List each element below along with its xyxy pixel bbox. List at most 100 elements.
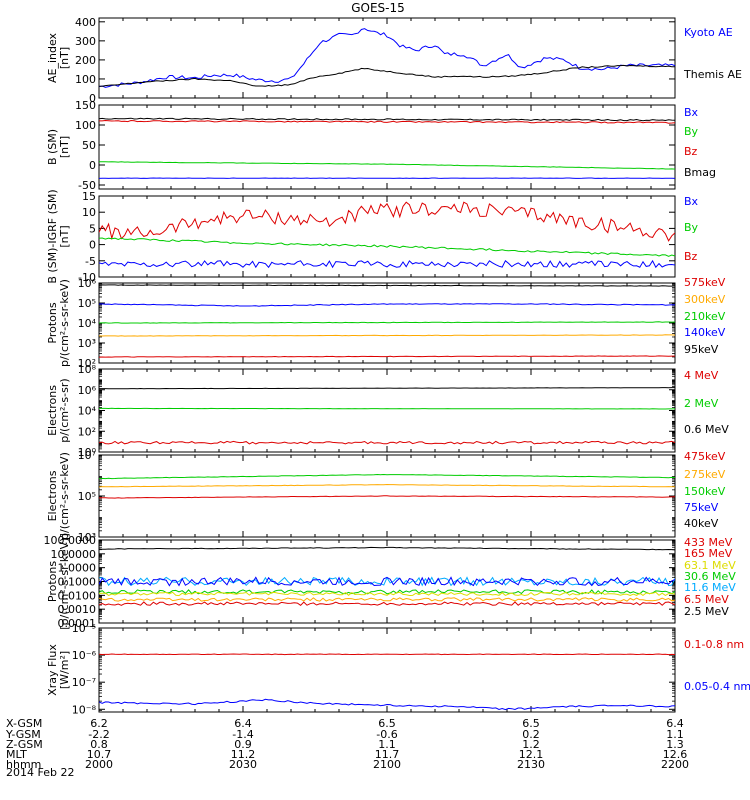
- y-tick-label: 300: [75, 35, 96, 48]
- y-tick-label: 10⁶: [78, 277, 97, 290]
- x-info-row-label: Y-GSM: [5, 728, 41, 741]
- legend-575kev: 575keV: [684, 276, 726, 289]
- x-info-value: 1.3: [666, 738, 684, 751]
- y-axis-label: B (SM)[nT]: [46, 129, 71, 165]
- legend-0-05-0-4-nm: 0.05-0.4 nm: [684, 680, 750, 693]
- legend-bx: Bx: [684, 106, 699, 119]
- y-axis-label: Protonsp/(cm²-s-sr-keV): [46, 279, 71, 367]
- y-tick-label: 100.0000: [44, 534, 97, 547]
- series-line-30-6-mev: [99, 589, 675, 595]
- legend-bmag: Bmag: [684, 166, 716, 179]
- x-info-value: 2000: [85, 758, 113, 771]
- series-line-0-6-mev: [99, 387, 675, 390]
- legend-by: By: [684, 125, 699, 138]
- x-info-value: 2130: [517, 758, 545, 771]
- series-line-0-1-0-8-nm: [99, 653, 675, 656]
- series-line-by: [99, 237, 675, 257]
- legend-165-mev: 165 MeV: [684, 547, 733, 560]
- x-info-row-label: MLT: [6, 748, 27, 761]
- x-info-value: 1.1: [378, 738, 396, 751]
- x-info-value: 2100: [373, 758, 401, 771]
- y-axis-label: Xray Flux[W/m²]: [46, 644, 71, 696]
- y-tick-label: 0: [89, 239, 96, 252]
- y-tick-label: 100: [75, 119, 96, 132]
- y-axis-label: B (SM)-IGRF (SM)[nT]: [46, 189, 71, 283]
- y-tick-label: 10⁰: [78, 446, 97, 459]
- series-line-bz: [99, 119, 675, 124]
- y-tick-label: 100: [75, 73, 96, 86]
- legend-2-5-mev: 2.5 MeV: [684, 605, 729, 618]
- legend-150kev: 150keV: [684, 485, 726, 498]
- series-line-bmag: [99, 117, 675, 122]
- panel-4: 10² 10³ 10⁴ 10⁵ 10⁶ Protonsp/(cm²-s-sr-keV) 57…: [46, 276, 726, 370]
- y-tick-label: 10⁻⁶: [72, 649, 97, 662]
- y-tick-label: -50: [78, 179, 96, 192]
- series-line-2-mev: [99, 407, 675, 410]
- x-info-value: 6.5: [522, 717, 540, 730]
- legend-95kev: 95keV: [684, 343, 719, 356]
- legend-11-6-mev: 11.6 MeV: [684, 581, 736, 594]
- y-tick-label: 0.0100: [58, 589, 97, 602]
- y-tick-label: 10⁴: [78, 317, 97, 330]
- series-line-475kev: [99, 495, 675, 499]
- series-line-165-mev: [99, 597, 675, 602]
- y-tick-label: 0: [89, 92, 96, 105]
- y-axis-label: Electronsp/(cm²-s-sr): [46, 378, 71, 442]
- legend-0-6-mev: 0.6 MeV: [684, 423, 729, 436]
- panel-5: 10⁰ 10² 10⁴ 10⁶ 10⁸ Electronsp/(cm²-s-sr) 4 Me…: [46, 363, 729, 459]
- y-tick-label: 0.1000: [58, 576, 97, 589]
- x-info-value: 10.7: [87, 748, 112, 761]
- series-line-0-05-0-4-nm: [99, 698, 675, 711]
- date-label: 2014 Feb 22: [6, 766, 74, 779]
- x-info-value: 2030: [229, 758, 257, 771]
- x-info-value: 6.4: [666, 717, 684, 730]
- y-tick-label: 10⁻⁵: [72, 622, 96, 635]
- series-line-4-mev: [99, 440, 675, 445]
- y-tick-label: 0.0010: [58, 603, 97, 616]
- legend-300kev: 300keV: [684, 293, 726, 306]
- y-axis-label: Electronsp/(cm²-s-sr-keV): [46, 452, 71, 540]
- x-info-value: 6.5: [378, 717, 396, 730]
- x-info-value: 1.2: [522, 738, 540, 751]
- legend-40kev: 40keV: [684, 517, 719, 530]
- panel-frame: [98, 17, 676, 99]
- y-tick-label: 50: [82, 139, 96, 152]
- series-line-63-1-mev: [99, 591, 675, 597]
- y-tick-label: -5: [85, 255, 96, 268]
- panel-2: -50 0 50 100 150 B (SM)[nT] Bx By Bz Bmag: [46, 99, 716, 192]
- panel-frame: [98, 627, 676, 713]
- y-tick-label: 10⁻⁷: [72, 676, 96, 689]
- y-tick-label: 15: [82, 190, 96, 203]
- legend-140kev: 140keV: [684, 326, 726, 339]
- legend-75kev: 75keV: [684, 501, 719, 514]
- x-axis-info-table: X-GSM 6.2 6.4 6.5 6.5 6.4 Y-GSM -2.2 -1.4 -0.6 0.2…: [5, 717, 689, 771]
- x-info-value: -1.4: [232, 728, 253, 741]
- legend-4-mev: 4 MeV: [684, 369, 719, 382]
- series-line-140kev: [99, 303, 675, 307]
- series-line-2-5-mev: [99, 546, 675, 551]
- x-info-value: 0.9: [234, 738, 252, 751]
- series-line-95kev: [99, 284, 675, 287]
- x-info-value: 12.1: [519, 748, 544, 761]
- series-line-275kev: [99, 483, 675, 488]
- y-tick-label: 10³: [78, 531, 96, 544]
- x-info-value: -2.2: [88, 728, 109, 741]
- y-tick-label: 1.0000: [58, 562, 97, 575]
- x-info-value: -0.6: [376, 728, 397, 741]
- series-line-433-mev: [99, 601, 675, 606]
- y-tick-label: 5: [89, 222, 96, 235]
- x-info-value: 6.2: [90, 717, 108, 730]
- panel-frame: [98, 539, 676, 624]
- series-line-bz: [99, 201, 675, 242]
- legend-2-mev: 2 MeV: [684, 397, 719, 410]
- y-tick-label: 0: [89, 159, 96, 172]
- legend-433-mev: 433 MeV: [684, 536, 733, 549]
- series-line-kyoto-ae: [99, 28, 675, 88]
- y-tick-label: 10⁶: [78, 384, 97, 397]
- y-tick-label: 10⁴: [78, 405, 97, 418]
- x-info-value: 11.7: [375, 748, 400, 761]
- series-line-575kev: [99, 355, 675, 358]
- legend-6-5-mev: 6.5 MeV: [684, 593, 729, 606]
